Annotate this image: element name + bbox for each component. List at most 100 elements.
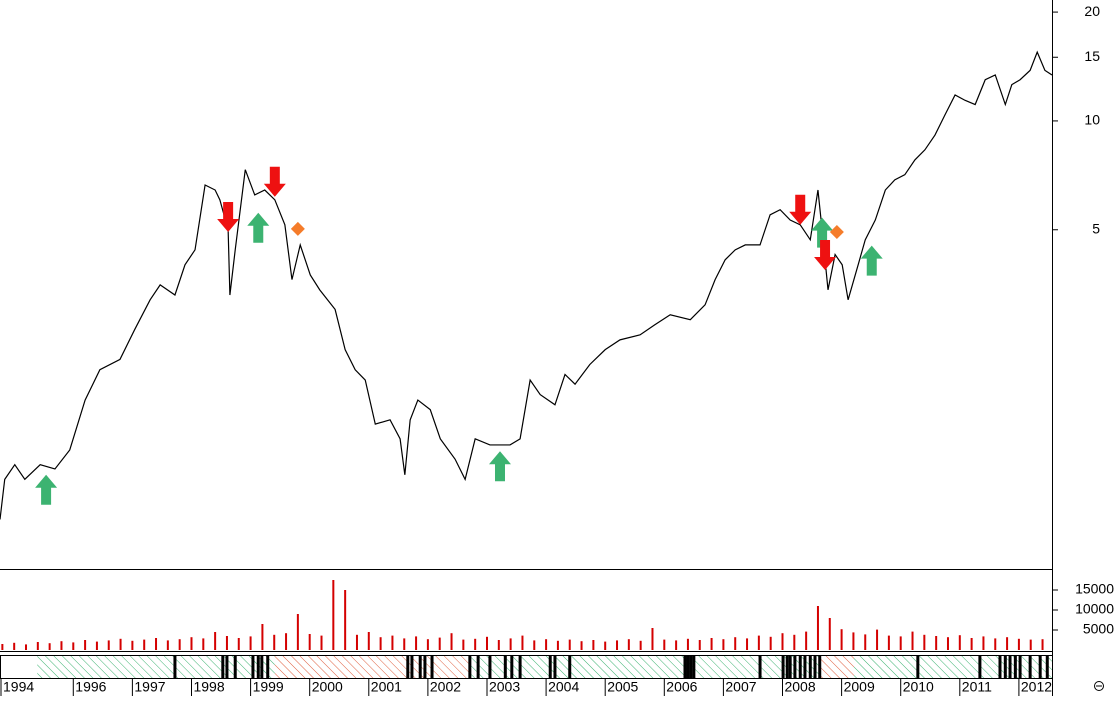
x-tick-label: 2000 bbox=[312, 679, 343, 695]
volume-bar bbox=[13, 642, 16, 650]
volume-bar bbox=[166, 640, 169, 650]
volume-bar bbox=[119, 638, 122, 650]
volume-bar bbox=[474, 638, 477, 650]
volume-bar bbox=[379, 637, 382, 650]
volume-bar bbox=[332, 580, 335, 650]
regime-mark bbox=[1028, 656, 1032, 678]
y-tick-label: 15 bbox=[1084, 48, 1100, 64]
volume-bar bbox=[675, 640, 678, 650]
volume-bar bbox=[521, 635, 524, 650]
volume-bar bbox=[722, 639, 725, 650]
regime-mark bbox=[251, 656, 255, 678]
volume-bar bbox=[604, 641, 607, 650]
regime-mark bbox=[1008, 656, 1012, 678]
volume-bar bbox=[887, 635, 890, 650]
volume-bar bbox=[225, 636, 228, 650]
signal-arrow-up bbox=[488, 451, 511, 482]
volume-bar bbox=[426, 639, 429, 650]
volume-bar bbox=[580, 641, 583, 650]
regime-mark bbox=[683, 656, 687, 678]
regime-mark bbox=[803, 656, 807, 678]
volume-bar bbox=[958, 635, 961, 650]
volume-bar bbox=[1, 644, 4, 650]
regime-mark bbox=[1003, 656, 1007, 678]
x-tick-label: 2003 bbox=[489, 679, 520, 695]
volume-bar bbox=[840, 629, 843, 650]
volume-bar bbox=[852, 632, 855, 650]
regime-mark bbox=[1045, 656, 1049, 678]
volume-bar bbox=[249, 636, 252, 650]
regime-mark bbox=[548, 656, 552, 678]
volume-bar bbox=[131, 640, 134, 650]
signal-arrow-up bbox=[811, 217, 834, 248]
regime-mark bbox=[468, 656, 472, 678]
signal-arrow-down bbox=[789, 194, 812, 225]
regime-mark bbox=[1038, 656, 1042, 678]
volume-bar bbox=[1017, 638, 1020, 650]
signal-diamond bbox=[290, 221, 305, 236]
volume-bar bbox=[72, 642, 75, 650]
x-tick-label: 1994 bbox=[3, 679, 34, 695]
plot-area: 1994 1996 1997 1998 1999 2000 2001 2002 2003 2004… bbox=[0, 50, 1052, 696]
volume-bar bbox=[285, 633, 288, 650]
volume-bar bbox=[438, 637, 441, 650]
regime-mark bbox=[793, 656, 797, 678]
signal-arrow-down bbox=[814, 239, 837, 270]
volume-bar bbox=[308, 634, 311, 650]
regime-mark bbox=[410, 656, 414, 678]
zoom-icon[interactable] bbox=[1094, 681, 1104, 691]
volume-bar bbox=[296, 614, 299, 650]
volume-bar bbox=[403, 638, 406, 650]
volume-bar bbox=[911, 631, 914, 650]
regime-mark bbox=[418, 656, 422, 678]
regime-mark bbox=[406, 656, 410, 678]
x-tick-label: 2002 bbox=[430, 679, 461, 695]
regime-mark bbox=[978, 656, 982, 678]
x-tick-label: 1997 bbox=[134, 679, 165, 695]
regime-mark bbox=[568, 656, 572, 678]
y-tick-label: 15000 bbox=[1075, 581, 1114, 597]
volume-bar bbox=[509, 638, 512, 650]
signal-diamond bbox=[829, 224, 844, 239]
volume-bar bbox=[592, 640, 595, 650]
regime-mark bbox=[488, 656, 492, 678]
regime-mark bbox=[173, 656, 177, 678]
volume-bar bbox=[923, 634, 926, 650]
volume-bar bbox=[391, 635, 394, 650]
regime-segment bbox=[0, 656, 38, 678]
volume-bar bbox=[237, 638, 240, 650]
volume-bar bbox=[355, 634, 358, 650]
regime-mark bbox=[256, 656, 260, 678]
volume-bar bbox=[710, 638, 713, 650]
volume-bar bbox=[462, 639, 465, 650]
volume-bar bbox=[1006, 637, 1009, 650]
x-tick-label: 2007 bbox=[725, 679, 756, 695]
volume-bar bbox=[155, 638, 158, 650]
regime-mark bbox=[692, 656, 696, 678]
regime-segment bbox=[854, 656, 1052, 678]
y-tick-label: 20 bbox=[1084, 3, 1100, 19]
x-tick-label: 2010 bbox=[903, 679, 934, 695]
volume-bar bbox=[757, 635, 760, 650]
volume-bar bbox=[982, 636, 985, 650]
volume-bar bbox=[734, 637, 737, 650]
volume-bar bbox=[545, 639, 548, 650]
volume-bar bbox=[84, 640, 87, 650]
regime-mark bbox=[798, 656, 802, 678]
volume-bar bbox=[899, 636, 902, 650]
regime-mark bbox=[788, 656, 792, 678]
volume-bar bbox=[344, 590, 347, 650]
regime-mark bbox=[785, 656, 789, 678]
y-tick-label: 10 bbox=[1084, 112, 1100, 128]
x-tick-label: 1996 bbox=[75, 679, 106, 695]
volume-bar bbox=[533, 640, 536, 650]
volume-bar bbox=[781, 633, 784, 650]
volume-bar bbox=[698, 640, 701, 650]
regime-mark bbox=[813, 656, 817, 678]
price-line bbox=[0, 50, 1052, 520]
regime-mark bbox=[266, 656, 270, 678]
volume-bar bbox=[651, 628, 654, 650]
volume-bar bbox=[864, 634, 867, 650]
